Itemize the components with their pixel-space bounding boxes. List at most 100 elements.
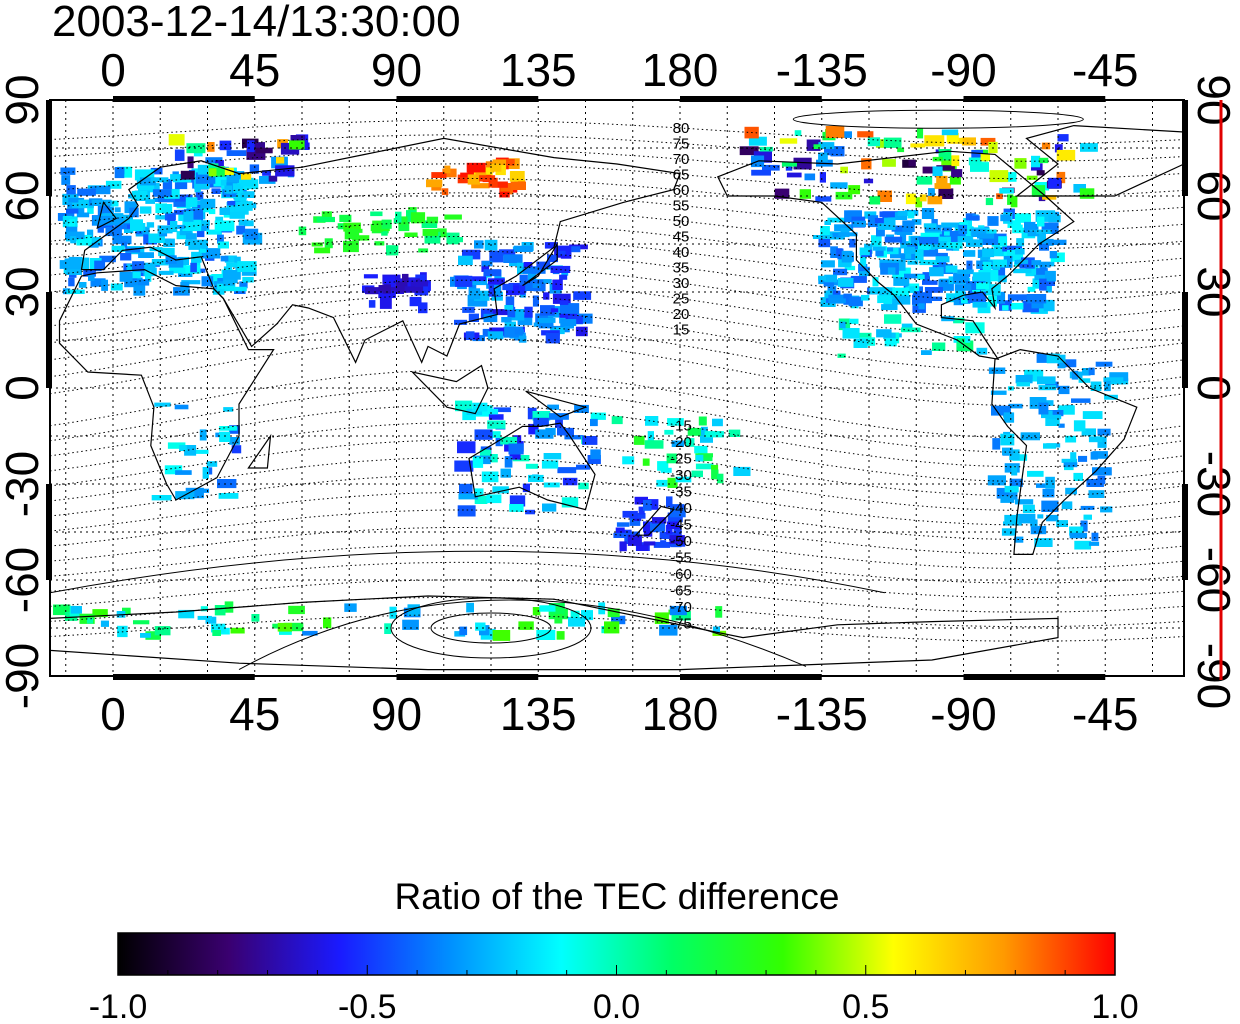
tec-data-cell [1080, 505, 1095, 510]
tec-data-cell [877, 295, 893, 304]
tec-data-cell [402, 273, 409, 283]
tec-data-cell [779, 138, 798, 144]
tec-data-cell [289, 140, 305, 150]
tec-data-cell [130, 219, 143, 232]
tec-data-cell [178, 609, 195, 619]
mag-lat-contour [50, 192, 1184, 232]
tec-data-cell [936, 165, 955, 171]
tec-data-cell [818, 142, 835, 149]
tec-data-cell [398, 221, 410, 232]
tec-data-cell [174, 149, 185, 161]
tec-data-cell [837, 278, 854, 287]
tec-data-cell [206, 461, 218, 467]
tec-data-cell [181, 280, 201, 285]
tec-data-cell [164, 465, 183, 475]
tec-data-cell [404, 286, 424, 293]
timestamp-title: 2003-12-14/13:30:00 [52, 0, 461, 46]
tec-data-cell [953, 296, 965, 306]
tec-data-cell [1056, 149, 1076, 161]
tec-data-cell [1048, 239, 1067, 245]
tec-data-cell [1039, 244, 1050, 251]
mag-lat-contour [50, 119, 1184, 145]
tec-data-cell [1046, 353, 1060, 364]
tec-data-cell [79, 257, 90, 270]
tec-data-cell [1012, 224, 1023, 234]
tec-data-cell [90, 278, 106, 287]
tec-data-cell [830, 182, 848, 189]
tec-data-cell [1057, 362, 1066, 369]
tec-data-cell [965, 239, 983, 247]
frame-bar-top [113, 96, 255, 102]
tec-data-cell [971, 149, 983, 161]
tec-data-cell [647, 499, 659, 510]
tec-data-cell [901, 323, 913, 330]
tec-data-cell [917, 128, 924, 139]
mag-lat-contour [50, 614, 1184, 642]
tec-data-cell [88, 242, 99, 248]
tec-data-cell [117, 166, 133, 178]
tec-data-cell [131, 190, 148, 200]
tec-data-cell [426, 179, 443, 188]
tec-data-cell [1103, 377, 1124, 383]
tec-data-cell [495, 437, 503, 447]
tec-data-cell [482, 328, 490, 337]
tec-data-cell [544, 242, 558, 249]
contour-pole-ring [430, 612, 552, 644]
tec-data-cell [76, 212, 90, 218]
tec-data-cell [815, 196, 832, 202]
contour-label: 65 [673, 166, 690, 183]
tec-data-cell [528, 423, 539, 435]
lon-tick-label-bottom: 135 [500, 688, 577, 740]
tec-data-cell [1064, 359, 1077, 368]
tec-data-cell [804, 173, 816, 181]
tec-data-cell [226, 171, 245, 183]
tec-data-cell [691, 470, 703, 478]
tec-data-cell [793, 157, 812, 170]
tec-data-cell [276, 157, 285, 164]
tec-data-cell [991, 236, 1008, 247]
tec-data-cell [670, 507, 686, 518]
tec-data-cell [1027, 470, 1044, 477]
tec-data-cell [146, 222, 155, 228]
tec-data-cell [951, 155, 960, 167]
tec-data-cell [556, 250, 566, 255]
lat-lon-grid [50, 100, 1184, 676]
coastline-britain [96, 201, 118, 230]
tec-data-cell [913, 286, 923, 297]
tec-data-cell [205, 157, 223, 164]
tec-data-cell [479, 449, 491, 459]
tec-data-cell [887, 247, 894, 252]
tec-data-cell [100, 620, 109, 627]
tec-data-cell [224, 255, 237, 263]
tec-data-cell [236, 225, 246, 235]
tec-data-cell [90, 185, 111, 195]
tec-data-cell [1000, 433, 1015, 446]
tec-data-cell [169, 267, 186, 274]
tec-data-cell [924, 287, 943, 293]
tec-data-cell [540, 305, 555, 316]
mag-lat-contour [50, 337, 1184, 407]
tec-data-cell [524, 306, 533, 318]
tec-data-cell [503, 254, 523, 263]
tec-data-cell [1097, 475, 1106, 484]
mag-lat-contour [50, 387, 1184, 453]
tec-data-cell [695, 463, 714, 470]
tec-data-cell [812, 235, 833, 239]
coastlines [50, 124, 1184, 671]
tec-data-cell [949, 175, 961, 185]
lon-tick-label-top: 90 [371, 44, 422, 96]
tec-data-cell [818, 152, 828, 162]
lat-tick-label-left: -30 [0, 451, 48, 517]
tec-data-cell [129, 207, 139, 218]
tec-data-cell [180, 170, 195, 180]
tec-data-cell [150, 177, 169, 183]
lon-tick-label-bottom: -135 [776, 688, 868, 740]
tec-data-cell [543, 453, 562, 460]
tec-data-cell [667, 477, 678, 488]
tec-data-cell [365, 287, 385, 295]
coastline-north-america [716, 150, 1075, 361]
tec-data-cell [897, 210, 912, 216]
lat-tick-label-right: -30 [1188, 451, 1240, 517]
tec-data-cell [467, 174, 480, 185]
tec-data-cell [904, 273, 924, 279]
